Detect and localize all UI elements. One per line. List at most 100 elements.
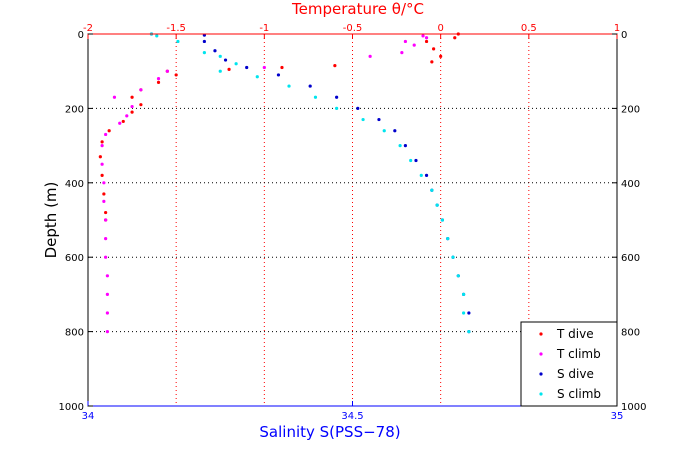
- left-tick-label: 1000: [59, 402, 84, 413]
- left-tick-label: 400: [65, 179, 84, 190]
- data-point: [139, 103, 143, 107]
- data-point: [430, 188, 434, 192]
- data-point: [368, 54, 372, 58]
- data-point: [176, 39, 180, 44]
- right-tick-label: 400: [621, 179, 640, 190]
- data-point: [100, 140, 104, 144]
- bottom-tick-label: 35: [611, 411, 624, 422]
- data-point: [467, 311, 471, 315]
- legend-marker: [539, 332, 543, 336]
- data-point: [227, 67, 231, 71]
- data-point: [105, 292, 109, 296]
- data-point: [446, 237, 450, 241]
- data-point: [467, 330, 471, 334]
- data-point: [409, 158, 413, 163]
- data-point: [403, 39, 407, 44]
- data-point: [262, 65, 266, 70]
- data-point: [105, 274, 109, 278]
- top-tick-label: -2: [83, 23, 93, 34]
- data-point: [100, 144, 104, 148]
- data-point: [223, 58, 228, 62]
- data-point: [412, 43, 416, 47]
- y-axis-label: Depth (m): [42, 182, 60, 259]
- left-tick-label: 0: [78, 30, 84, 41]
- data-point: [280, 65, 284, 70]
- legend-entry: S dive: [539, 367, 594, 381]
- data-point: [400, 51, 404, 55]
- data-point: [102, 192, 106, 196]
- legend-label: S dive: [557, 367, 594, 381]
- data-point: [165, 69, 169, 73]
- data-point: [234, 62, 238, 66]
- data-point: [104, 210, 108, 215]
- data-point: [100, 173, 104, 177]
- data-point: [130, 95, 134, 99]
- top-axis-label: Temperature θ/°C: [291, 0, 424, 18]
- data-point: [424, 39, 429, 44]
- data-point: [313, 95, 318, 99]
- grid-lines: [88, 34, 617, 406]
- data-point: [419, 173, 423, 177]
- left-tick-label: 800: [65, 328, 84, 339]
- data-point: [104, 237, 108, 241]
- data-point: [361, 117, 365, 122]
- data-point: [287, 84, 291, 88]
- bottom-tick-label: 34: [82, 411, 95, 422]
- data-point: [439, 54, 443, 58]
- data-point: [461, 292, 466, 296]
- legend-entry: S climb: [539, 387, 601, 401]
- data-point: [424, 173, 429, 177]
- data-point: [130, 110, 134, 114]
- data-point: [125, 114, 129, 118]
- data-point: [393, 129, 397, 133]
- right-tick-label: 200: [621, 104, 640, 115]
- data-point: [112, 95, 117, 99]
- top-axis-ticks: -2 -1.5 -1 -0.5 0 0.5 1: [83, 23, 620, 39]
- data-point: [333, 64, 337, 68]
- bottom-tick-label: 34.5: [341, 411, 363, 422]
- legend-items: T dive T climb S dive S climb: [539, 327, 601, 401]
- data-point: [430, 60, 434, 64]
- data-point: [421, 34, 425, 38]
- data-point: [100, 162, 104, 166]
- data-point: [218, 69, 222, 73]
- right-tick-label: 800: [621, 328, 640, 339]
- data-point: [102, 199, 106, 203]
- legend-label: S climb: [557, 387, 601, 401]
- data-point: [104, 132, 108, 137]
- legend-marker: [539, 352, 543, 356]
- data-point: [218, 54, 222, 58]
- legend-box: [520, 321, 618, 407]
- data-point: [440, 218, 445, 222]
- data-point: [308, 84, 312, 88]
- data-point: [398, 144, 402, 148]
- data-point: [424, 36, 429, 40]
- data-point: [382, 129, 386, 133]
- top-tick-label: 1: [614, 23, 620, 34]
- data-point: [105, 330, 109, 334]
- top-tick-label: 0.5: [521, 23, 537, 34]
- legend-marker: [539, 372, 543, 376]
- data-point: [130, 104, 134, 109]
- data-point: [461, 311, 466, 315]
- data-point: [435, 203, 439, 207]
- right-tick-label: 1000: [621, 402, 646, 413]
- data-point: [156, 77, 161, 81]
- data-point: [102, 181, 106, 185]
- data-point: [245, 65, 249, 70]
- data-point: [335, 106, 339, 110]
- data-point: [356, 106, 360, 110]
- top-tick-label: -1.5: [166, 23, 186, 34]
- data-point: [456, 274, 460, 278]
- top-tick-label: 0: [437, 23, 443, 34]
- data-point: [139, 88, 143, 92]
- data-point: [104, 255, 108, 259]
- data-point: [104, 218, 108, 222]
- legend-label: T dive: [556, 327, 594, 341]
- left-tick-label: 600: [65, 253, 84, 264]
- data-point: [451, 255, 455, 259]
- data-point: [276, 73, 281, 77]
- legend-marker: [539, 392, 543, 396]
- legend-label: T climb: [556, 347, 601, 361]
- right-tick-label: 0: [621, 30, 627, 41]
